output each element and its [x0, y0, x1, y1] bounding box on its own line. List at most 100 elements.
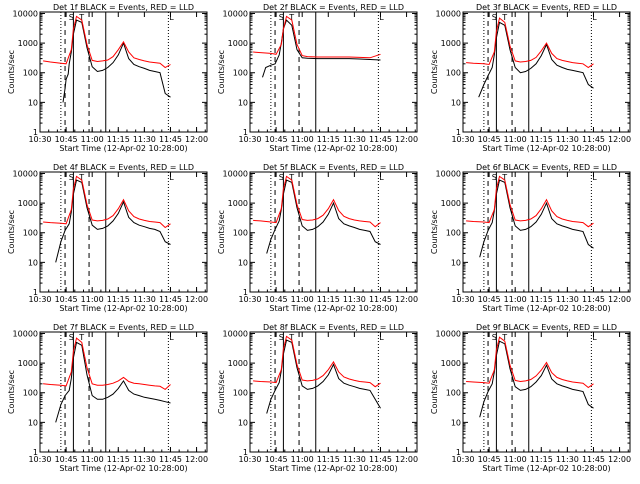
marker-label-s: S — [69, 13, 74, 22]
lld-series-line — [466, 175, 594, 228]
x-tick-label: 11:15 — [107, 455, 130, 464]
x-tick-label: 11:45 — [582, 135, 605, 144]
plot-frame — [39, 171, 208, 293]
y-axis-label: Counts/sec — [217, 370, 226, 414]
y-tick-label: 10000 — [13, 9, 38, 18]
x-tick-label: 11:30 — [133, 455, 156, 464]
y-tick-label: 1000 — [441, 199, 461, 208]
events-series-line — [478, 21, 594, 98]
detector-panel-6f: Det 6f BLACK = Events, RED = LLD 1 10 100 10… — [430, 163, 631, 313]
y-tick-label: 1000 — [18, 199, 38, 208]
y-tick-label: 10000 — [223, 329, 248, 338]
marker-label-t: T — [501, 173, 507, 182]
plot-title: Det 8f BLACK = Events, RED = LLD — [263, 323, 404, 332]
lld-series-line — [466, 336, 594, 389]
x-axis-label: Start Time (12-Apr-02 10:28:00) — [59, 464, 187, 473]
y-tick-label: 1 — [456, 288, 461, 297]
plot-title: Det 9f BLACK = Events, RED = LLD — [476, 323, 617, 332]
x-tick-label: 12:00 — [608, 295, 631, 304]
y-tick-label: 1 — [456, 128, 461, 137]
x-tick-label: 10:45 — [55, 455, 78, 464]
y-tick-label: 100 — [446, 389, 461, 398]
x-tick-label: 10:30 — [238, 295, 261, 304]
x-tick-label: 11:00 — [81, 295, 104, 304]
plot-frame — [249, 11, 418, 133]
lld-series-line — [43, 337, 171, 391]
marker-label-t: T — [288, 173, 294, 182]
y-axis-label: Counts/sec — [217, 50, 226, 94]
y-axis-label: Counts/sec — [7, 210, 16, 254]
y-tick-label: 10000 — [436, 329, 461, 338]
lld-series-line — [466, 17, 594, 69]
detector-panel-2f: Det 2f BLACK = Events, RED = LLD 1 10 100 10… — [217, 3, 418, 153]
y-tick-label: 1000 — [441, 39, 461, 48]
x-axis-label: Start Time (12-Apr-02 10:28:00) — [59, 304, 187, 313]
x-tick-label: 10:45 — [478, 455, 501, 464]
x-tick-label: 11:30 — [556, 135, 579, 144]
x-tick-label: 11:30 — [343, 135, 366, 144]
y-tick-label: 10000 — [223, 169, 248, 178]
x-tick-label: 10:30 — [451, 135, 474, 144]
plot-title: Det 2f BLACK = Events, RED = LLD — [263, 3, 404, 12]
marker-label-l: L — [379, 173, 384, 182]
x-tick-label: 11:45 — [582, 295, 605, 304]
marker-label-t: T — [288, 333, 294, 342]
x-tick-label: 11:45 — [369, 455, 392, 464]
x-tick-label: 12:00 — [608, 135, 631, 144]
events-series-line — [55, 341, 171, 423]
x-tick-label: 10:45 — [55, 135, 78, 144]
lld-series-line — [253, 15, 381, 59]
events-series-line — [55, 179, 171, 263]
y-tick-label: 100 — [446, 69, 461, 78]
y-tick-label: 100 — [446, 229, 461, 238]
plot-title: Det 1f BLACK = Events, RED = LLD — [53, 3, 194, 12]
x-axis-label: Start Time (12-Apr-02 10:28:00) — [482, 304, 610, 313]
lld-series-line — [253, 175, 381, 228]
x-tick-label: 11:45 — [159, 455, 182, 464]
y-tick-label: 1000 — [18, 39, 38, 48]
y-axis-label: Counts/sec — [7, 370, 16, 414]
y-tick-label: 10 — [28, 98, 38, 107]
detector-panel-5f: Det 5f BLACK = Events, RED = LLD 1 10 100 10… — [217, 163, 418, 313]
marker-label-l: L — [592, 333, 597, 342]
x-tick-label: 10:30 — [238, 135, 261, 144]
y-tick-label: 10000 — [223, 9, 248, 18]
marker-label-s: S — [69, 173, 74, 182]
y-tick-label: 10 — [28, 258, 38, 267]
y-tick-label: 10000 — [13, 329, 38, 338]
plot-frame — [39, 11, 208, 133]
y-tick-label: 1 — [33, 128, 38, 137]
x-tick-label: 11:45 — [159, 135, 182, 144]
x-tick-label: 11:30 — [343, 455, 366, 464]
marker-label-t: T — [288, 13, 294, 22]
y-tick-label: 100 — [23, 389, 38, 398]
x-tick-label: 11:15 — [317, 295, 340, 304]
y-tick-label: 1 — [33, 448, 38, 457]
x-tick-label: 11:00 — [291, 455, 314, 464]
x-tick-label: 11:00 — [504, 455, 527, 464]
x-tick-label: 10:45 — [265, 135, 288, 144]
marker-label-s: S — [279, 13, 284, 22]
plot-title: Det 3f BLACK = Events, RED = LLD — [476, 3, 617, 12]
y-tick-label: 1000 — [18, 359, 38, 368]
y-tick-label: 10000 — [13, 169, 38, 178]
x-tick-label: 12:00 — [395, 135, 418, 144]
marker-label-t: T — [78, 333, 84, 342]
marker-label-s: S — [279, 173, 284, 182]
x-tick-label: 10:45 — [265, 295, 288, 304]
x-tick-label: 11:30 — [133, 135, 156, 144]
events-series-line — [262, 19, 381, 78]
x-tick-label: 11:30 — [133, 295, 156, 304]
x-tick-label: 10:30 — [28, 295, 51, 304]
marker-label-l: L — [379, 333, 384, 342]
plot-frame — [249, 171, 418, 293]
y-tick-label: 1 — [243, 448, 248, 457]
x-tick-label: 10:45 — [265, 455, 288, 464]
x-tick-label: 10:30 — [28, 455, 51, 464]
lld-series-line — [43, 175, 171, 229]
detector-panel-4f: Det 4f BLACK = Events, RED = LLD 1 10 100 10… — [7, 163, 208, 313]
x-tick-label: 10:45 — [55, 295, 78, 304]
x-tick-label: 11:15 — [107, 295, 130, 304]
x-tick-label: 11:15 — [530, 295, 553, 304]
x-tick-label: 12:00 — [185, 295, 208, 304]
